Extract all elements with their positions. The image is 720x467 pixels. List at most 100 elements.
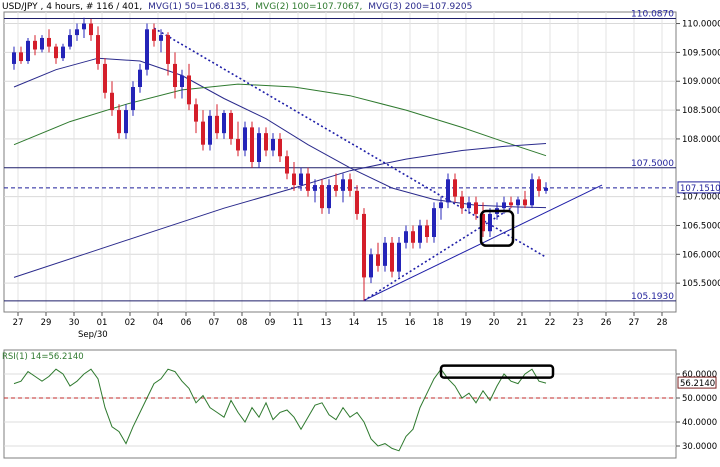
candle-body[interactable] [334, 185, 338, 191]
candle-body[interactable] [460, 196, 464, 209]
candle-body[interactable] [425, 225, 429, 237]
price-axis: 110.0000 109.5000 109.0000 108.5000 108.0000… [631, 10, 720, 302]
candle-body[interactable] [404, 231, 408, 243]
candle-body[interactable] [474, 202, 478, 214]
candle-body[interactable] [33, 40, 37, 50]
candle-body[interactable] [61, 46, 65, 59]
candle-body[interactable] [215, 115, 219, 134]
candle-body[interactable] [292, 173, 296, 186]
moving-average-line-2[interactable] [13, 83, 547, 157]
candle-body[interactable] [376, 254, 380, 266]
candle-body[interactable] [103, 63, 107, 93]
candle-body[interactable] [117, 110, 121, 134]
candle-body[interactable] [264, 133, 268, 151]
candle-body[interactable] [439, 202, 443, 209]
rsi-header: RSI(1) 14=56.2140 [2, 352, 84, 362]
candle-body[interactable] [201, 121, 205, 145]
candle-body[interactable] [166, 35, 170, 64]
candle-body[interactable] [530, 179, 534, 206]
candle-body[interactable] [516, 199, 520, 206]
candle-body[interactable] [222, 112, 226, 134]
candle-body[interactable] [285, 156, 289, 174]
time-tick-label: 27 [629, 318, 640, 328]
candle-body[interactable] [397, 242, 401, 272]
candle-body[interactable] [124, 110, 128, 134]
candle-body[interactable] [348, 179, 352, 191]
candle-body[interactable] [236, 138, 240, 151]
candle-body[interactable] [26, 40, 30, 62]
candle-body[interactable] [544, 187, 548, 191]
candle-body[interactable] [299, 173, 303, 186]
candle-body[interactable] [523, 199, 527, 206]
candle-body[interactable] [173, 63, 177, 87]
candle-body[interactable] [488, 213, 492, 232]
candle-body[interactable] [306, 173, 310, 191]
highlight-box[interactable] [479, 209, 515, 247]
candle-body[interactable] [481, 213, 485, 232]
candle-body[interactable] [537, 179, 541, 191]
rsi-panel[interactable] [3, 349, 677, 459]
candle-body[interactable] [68, 35, 72, 47]
candle-body[interactable] [131, 87, 135, 111]
level-label: 107.5000 [631, 159, 674, 169]
candle-body[interactable] [152, 29, 156, 41]
candle-body[interactable] [138, 69, 142, 87]
candle-body[interactable] [453, 179, 457, 197]
candle-body[interactable] [446, 179, 450, 203]
rsi-layer [4, 364, 676, 452]
candle-body[interactable] [187, 75, 191, 105]
price-tick-label: 106.5000 [682, 221, 720, 231]
candle-body[interactable] [313, 185, 317, 191]
trendline[interactable] [363, 207, 512, 302]
time-tick-label: 01 [97, 318, 108, 328]
rsi-value-box [677, 376, 717, 389]
candle-body[interactable] [82, 23, 86, 30]
main-grid [4, 12, 676, 312]
candle-body[interactable] [502, 202, 506, 209]
candle-body[interactable] [327, 185, 331, 209]
candle-body[interactable] [257, 133, 261, 162]
candle-body[interactable] [341, 179, 345, 191]
candle-body[interactable] [418, 225, 422, 243]
candle-body[interactable] [355, 190, 359, 214]
candle-body[interactable] [467, 202, 471, 209]
candle-body[interactable] [278, 138, 282, 157]
candle-body[interactable] [40, 37, 44, 50]
candle-body[interactable] [110, 92, 114, 111]
candle-body[interactable] [250, 127, 254, 162]
candle-body[interactable] [194, 104, 198, 122]
candle-body[interactable] [411, 231, 415, 243]
candle-body[interactable] [145, 29, 149, 70]
candle-body[interactable] [320, 185, 324, 209]
candle-body[interactable] [432, 208, 436, 237]
candle-body[interactable] [12, 52, 16, 64]
price-tick-label: 105.5000 [682, 279, 720, 289]
candle-body[interactable] [47, 37, 51, 47]
candle-body[interactable] [159, 35, 163, 41]
rsi-tick-label: 50.0000 [682, 394, 717, 404]
candle-body[interactable] [229, 112, 233, 139]
level-label: 105.1930 [631, 292, 674, 302]
rsi-line[interactable] [13, 368, 547, 452]
candle-body[interactable] [362, 213, 366, 278]
candle-body[interactable] [271, 138, 275, 151]
current-price-label: 107.1510 [680, 184, 720, 194]
candle-body[interactable] [208, 115, 212, 145]
candle-body[interactable] [75, 29, 79, 36]
candle-body[interactable] [509, 202, 513, 206]
candle-body[interactable] [390, 242, 394, 272]
symbol-info: USD/JPY , 4 hours, # 116 / 401, [2, 2, 142, 12]
candle-body[interactable] [180, 75, 184, 87]
candle-body[interactable] [54, 46, 58, 59]
candle-body[interactable] [383, 242, 387, 266]
candle-body[interactable] [89, 23, 93, 36]
candle-body[interactable] [369, 254, 373, 278]
time-tick-label: 09 [265, 318, 276, 328]
candle-body[interactable] [96, 35, 100, 64]
candle-body[interactable] [19, 52, 23, 62]
candle-body[interactable] [243, 127, 247, 151]
rsi-highlight-box[interactable] [439, 364, 555, 379]
trendline[interactable] [363, 184, 603, 301]
